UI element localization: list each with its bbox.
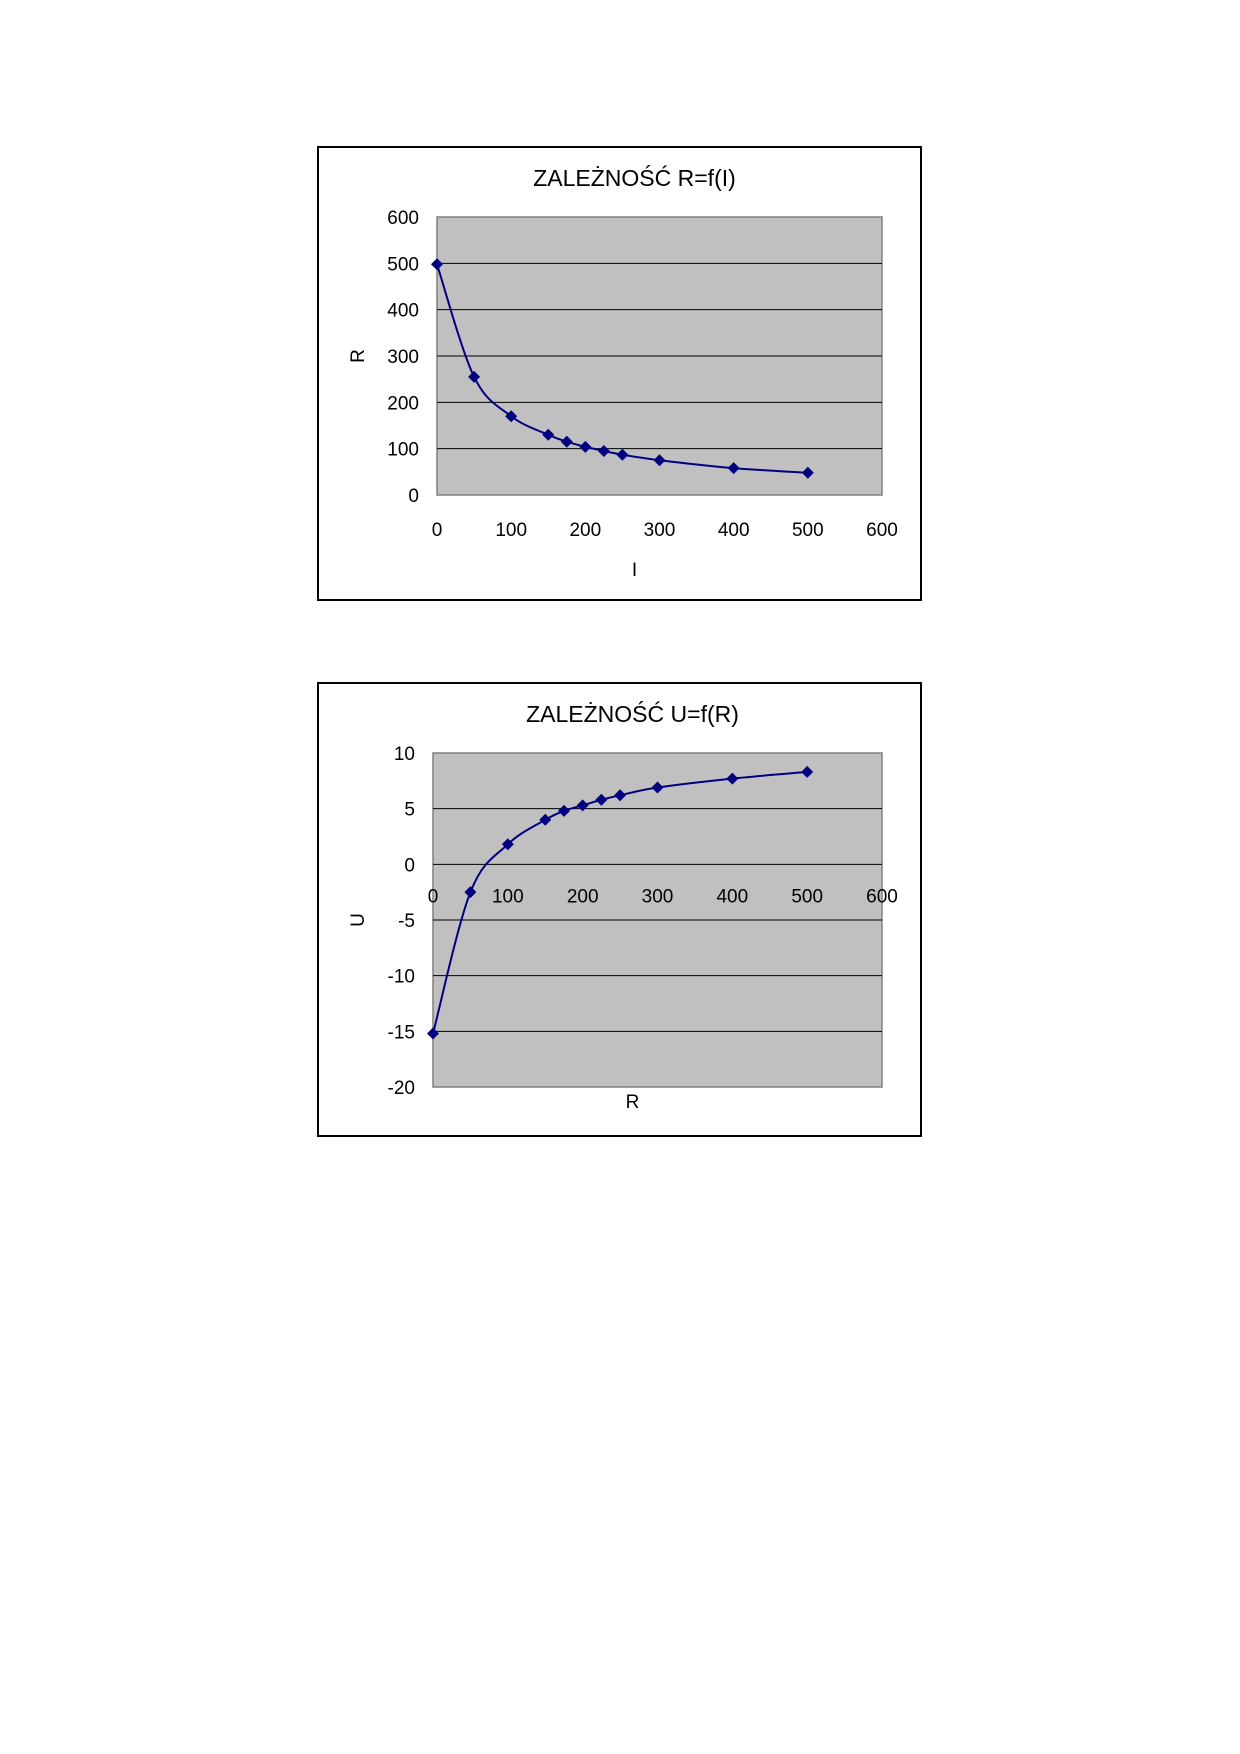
chart-2-x-tick-label: 600 [866,886,898,907]
chart-1-x-tick-label: 600 [866,520,898,541]
chart-1: 0 100 200 300 400 500 600 0 100 200 300 400 500 600 ZA… [348,164,898,581]
chart-2-data-point [539,813,552,826]
chart-2: 10 5 0 -5 -10 -15 -20 0 100 200 300 400 500 600 ZALEŻN… [348,700,898,1113]
chart-2-data-point [651,781,664,794]
chart-2-data-point [501,838,514,851]
chart-2-y-axis-label: U [348,913,369,927]
chart-1-x-tick-label: 400 [718,520,750,541]
chart-2-y-tick-label: 10 [394,744,415,765]
chart-2-x-tick-label: 100 [492,886,524,907]
chart-1-y-tick-label: 100 [387,440,419,461]
chart-1-y-tick-label: 0 [408,486,419,507]
chart-2-x-tick-label: 500 [791,886,823,907]
chart-1-data-point [542,428,555,441]
chart-1-data-point [727,462,740,475]
chart-2-x-tick-label: 200 [567,886,599,907]
chart-1-y-tick-label: 300 [387,347,419,368]
chart-1-x-tick-label: 0 [432,520,443,541]
chart-2-y-tick-label: -15 [388,1022,415,1043]
chart-2-y-tick-label: 0 [404,855,415,876]
chart-1-y-tick-label: 400 [387,301,419,322]
chart-1-data-point [653,454,666,467]
chart-2-x-tick-label: 400 [716,886,748,907]
chart-2-y-tick-label: -20 [388,1078,415,1099]
chart-1-data-point [431,258,443,271]
chart-2-data-point [427,1027,439,1040]
chart-2-data-point [464,886,477,899]
chart-2-y-tick-label: -10 [388,967,415,988]
chart-1-y-tick-label: 200 [387,393,419,414]
chart-1-x-axis-label: I [632,560,637,581]
chart-2-title: ZALEŻNOŚĆ U=f(R) [526,700,739,727]
chart-1-data-point [616,448,629,461]
chart-2-data-point [801,765,814,778]
chart-1-x-tick-label: 100 [495,520,527,541]
chart-1-y-tick-label: 500 [387,254,419,275]
chart-1-x-tick-label: 500 [792,520,824,541]
chart-2-data-point [614,789,627,802]
chart-1-y-tick-label: 600 [387,208,419,229]
chart-2-x-tick-label: 300 [642,886,674,907]
chart-2-data-point [576,799,589,812]
chart-2-x-axis-label: R [626,1092,640,1113]
chart-2-x-tick-label: 0 [428,886,439,907]
chart-1-data-point [560,435,573,448]
chart-1-data-point [597,444,610,457]
chart-2-frame: 10 5 0 -5 -10 -15 -20 0 100 200 300 400 500 600 ZALEŻN… [317,682,922,1137]
chart-1-data-point [505,410,518,423]
chart-2-data-point [595,793,608,806]
chart-1-data-point [579,440,592,453]
chart-1-data-point [801,466,814,479]
chart-2-y-tick-label: 5 [404,800,415,821]
chart-1-y-axis-label: R [348,349,369,363]
chart-1-title: ZALEŻNOŚĆ R=f(I) [533,164,736,191]
chart-2-data-point [557,804,570,817]
chart-1-data-point [468,370,481,383]
chart-2-data-point [726,772,739,785]
chart-2-y-tick-label: -5 [398,911,415,932]
chart-1-x-tick-label: 300 [644,520,676,541]
chart-1-x-tick-label: 200 [569,520,601,541]
chart-1-frame: 0 100 200 300 400 500 600 0 100 200 300 400 500 600 ZA… [317,146,922,601]
